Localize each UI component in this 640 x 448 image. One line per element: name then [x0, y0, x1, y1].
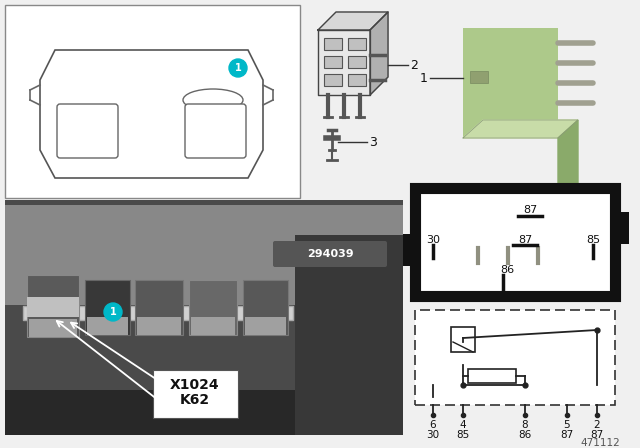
Text: 87: 87	[518, 235, 532, 245]
Bar	[463, 28, 558, 138]
Text: K62: K62	[180, 393, 210, 407]
FancyBboxPatch shape	[273, 241, 387, 267]
Text: 4: 4	[460, 420, 467, 430]
Circle shape	[229, 59, 247, 77]
Bar	[5, 200, 403, 435]
Polygon shape	[318, 12, 388, 30]
FancyBboxPatch shape	[5, 205, 403, 305]
Bar	[451, 327, 475, 352]
Text: 1: 1	[109, 307, 116, 317]
Bar	[324, 38, 342, 50]
Text: 294039: 294039	[307, 249, 353, 259]
Bar	[295, 235, 403, 435]
Bar	[415, 310, 615, 405]
Text: 87: 87	[523, 205, 537, 215]
Bar	[27, 275, 79, 337]
Bar	[470, 71, 488, 83]
Text: 87: 87	[590, 430, 604, 440]
Bar	[23, 306, 293, 320]
Bar	[5, 390, 403, 435]
Bar	[401, 234, 415, 266]
Bar	[468, 369, 516, 383]
Text: 85: 85	[456, 430, 470, 440]
Bar	[135, 280, 183, 335]
Text: 2: 2	[410, 59, 418, 72]
Text: 30: 30	[426, 430, 440, 440]
Bar	[5, 5, 300, 198]
Bar	[27, 297, 79, 317]
Text: 30: 30	[426, 235, 440, 245]
Bar	[29, 319, 77, 337]
Text: 1: 1	[235, 63, 241, 73]
Text: 8: 8	[522, 420, 528, 430]
Text: 3: 3	[369, 135, 377, 148]
Bar	[415, 188, 615, 296]
Bar	[615, 212, 629, 244]
Bar	[153, 370, 238, 418]
PathPatch shape	[40, 50, 263, 178]
Polygon shape	[463, 120, 578, 138]
Text: 471112: 471112	[580, 438, 620, 448]
Polygon shape	[370, 12, 388, 95]
Polygon shape	[558, 120, 578, 248]
Ellipse shape	[183, 89, 243, 111]
Text: 6: 6	[429, 420, 436, 430]
Bar	[85, 280, 130, 335]
Polygon shape	[318, 30, 370, 95]
FancyBboxPatch shape	[57, 104, 118, 158]
Bar	[245, 317, 286, 335]
Text: 2: 2	[594, 420, 600, 430]
Text: 86: 86	[518, 430, 532, 440]
Bar	[189, 280, 237, 335]
Ellipse shape	[65, 118, 115, 138]
Bar	[348, 56, 366, 68]
Circle shape	[104, 303, 122, 321]
Bar	[137, 317, 181, 335]
Bar	[348, 38, 366, 50]
Bar	[324, 74, 342, 86]
Text: 1: 1	[420, 72, 428, 85]
Bar	[324, 56, 342, 68]
Bar	[87, 317, 128, 335]
Text: X1024: X1024	[170, 378, 220, 392]
Text: 86: 86	[500, 265, 514, 275]
Text: 87: 87	[561, 430, 573, 440]
FancyBboxPatch shape	[185, 104, 246, 158]
Text: 85: 85	[586, 235, 600, 245]
Bar	[348, 74, 366, 86]
Bar	[191, 317, 235, 335]
Text: 5: 5	[564, 420, 570, 430]
Bar	[243, 280, 288, 335]
